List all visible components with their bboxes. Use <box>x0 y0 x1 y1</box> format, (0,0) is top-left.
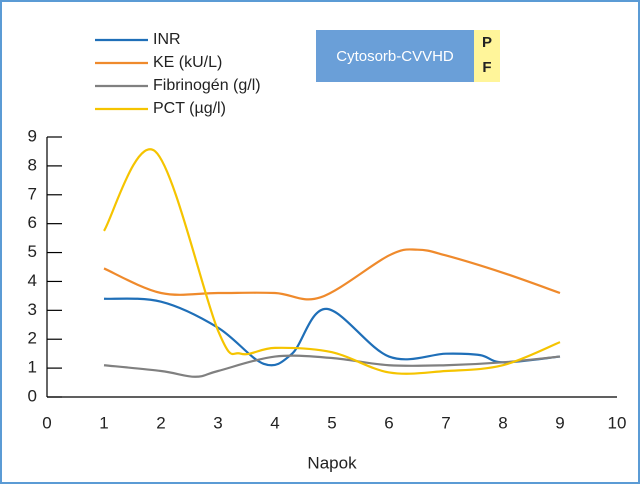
x-tick-label: 6 <box>384 413 393 432</box>
legend-label: Fibrinogén (g/l) <box>153 77 261 94</box>
y-tick-label: 1 <box>28 358 37 377</box>
y-tick-label: 5 <box>28 242 37 261</box>
x-tick-label: 3 <box>213 413 222 432</box>
x-tick-label: 4 <box>270 413 279 432</box>
series-line <box>103 297 561 367</box>
x-tick-label: 10 <box>608 413 627 432</box>
y-tick-label: 6 <box>28 213 37 232</box>
series-line <box>103 148 561 375</box>
legend-label: INR <box>153 31 181 48</box>
x-tick-label: 8 <box>498 413 507 432</box>
x-tick-label: 0 <box>42 413 51 432</box>
series-line <box>103 354 561 378</box>
y-tick-label: 9 <box>28 126 37 145</box>
annotation-box <box>316 30 474 82</box>
annotation: F <box>482 59 491 76</box>
y-tick-label: 7 <box>28 184 37 203</box>
annotation-box <box>474 30 500 82</box>
annotation: P <box>482 34 492 51</box>
y-tick-label: 8 <box>28 155 37 174</box>
series-line <box>103 248 561 301</box>
y-tick-label: 0 <box>28 386 37 405</box>
x-tick-label: 9 <box>555 413 564 432</box>
x-tick-label: 1 <box>99 413 108 432</box>
annotation: Cytosorb-CVVHD <box>336 48 454 65</box>
y-tick-label: 3 <box>28 300 37 319</box>
x-tick-label: 5 <box>327 413 336 432</box>
y-tick-label: 2 <box>28 329 37 348</box>
y-tick-label: 4 <box>28 271 37 290</box>
x-axis-label: Napok <box>307 453 357 472</box>
x-tick-label: 7 <box>441 413 450 432</box>
legend-label: PCT (µg/l) <box>153 100 226 117</box>
legend-label: KE (kU/L) <box>153 54 222 71</box>
x-tick-label: 2 <box>156 413 165 432</box>
